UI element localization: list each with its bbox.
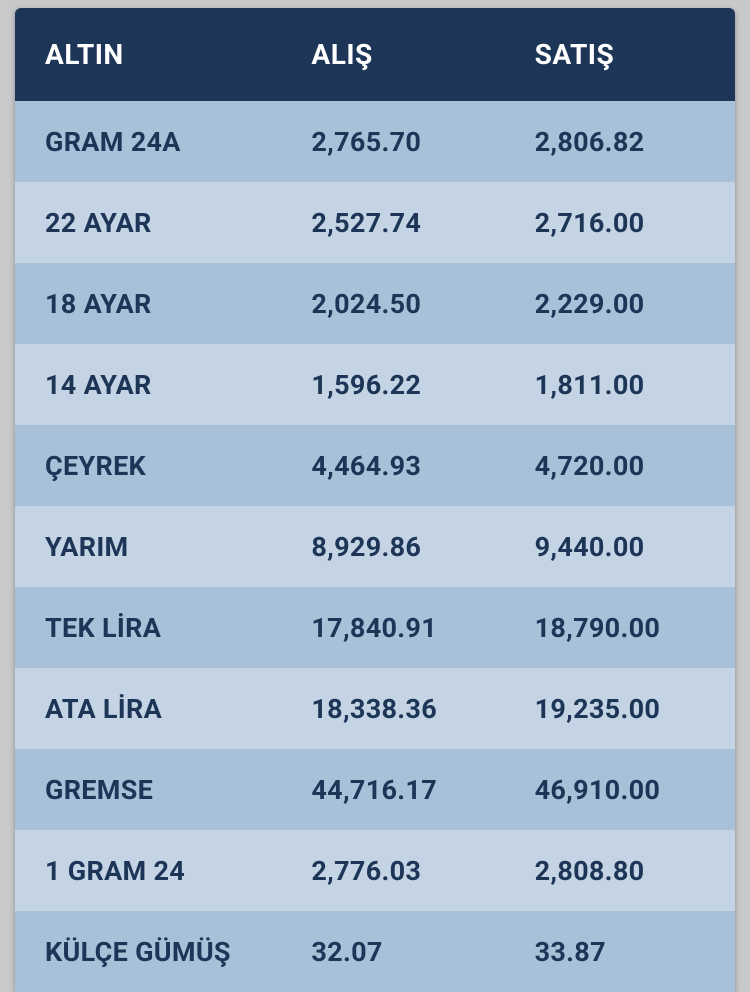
- cell-sell: 1,811.00: [505, 344, 735, 425]
- cell-name: 18 AYAR: [15, 263, 281, 344]
- table-row: YARIM 8,929.86 9,440.00: [15, 506, 735, 587]
- cell-buy: 2,765.70: [281, 101, 504, 182]
- cell-sell: 33.87: [505, 911, 735, 992]
- gold-price-table: ALTIN ALIŞ SATIŞ GRAM 24A 2,765.70 2,806…: [15, 8, 735, 992]
- cell-sell: 2,806.82: [505, 101, 735, 182]
- header-row: ALTIN ALIŞ SATIŞ: [15, 8, 735, 101]
- cell-sell: 19,235.00: [505, 668, 735, 749]
- table-row: ATA LİRA 18,338.36 19,235.00: [15, 668, 735, 749]
- table-row: 22 AYAR 2,527.74 2,716.00: [15, 182, 735, 263]
- cell-name: ÇEYREK: [15, 425, 281, 506]
- cell-sell: 9,440.00: [505, 506, 735, 587]
- table-header: ALTIN ALIŞ SATIŞ: [15, 8, 735, 101]
- cell-buy: 17,840.91: [281, 587, 504, 668]
- cell-name: 14 AYAR: [15, 344, 281, 425]
- cell-buy: 2,776.03: [281, 830, 504, 911]
- cell-sell: 2,808.80: [505, 830, 735, 911]
- col-header-buy: ALIŞ: [281, 8, 504, 101]
- cell-name: 22 AYAR: [15, 182, 281, 263]
- table-body: GRAM 24A 2,765.70 2,806.82 22 AYAR 2,527…: [15, 101, 735, 992]
- cell-buy: 2,527.74: [281, 182, 504, 263]
- col-header-name: ALTIN: [15, 8, 281, 101]
- cell-sell: 4,720.00: [505, 425, 735, 506]
- table-row: 14 AYAR 1,596.22 1,811.00: [15, 344, 735, 425]
- cell-buy: 8,929.86: [281, 506, 504, 587]
- cell-buy: 4,464.93: [281, 425, 504, 506]
- table-row: TEK LİRA 17,840.91 18,790.00: [15, 587, 735, 668]
- cell-sell: 2,229.00: [505, 263, 735, 344]
- col-header-sell: SATIŞ: [505, 8, 735, 101]
- table-row: GRAM 24A 2,765.70 2,806.82: [15, 101, 735, 182]
- cell-name: GRAM 24A: [15, 101, 281, 182]
- table-row: 1 GRAM 24 2,776.03 2,808.80: [15, 830, 735, 911]
- cell-buy: 18,338.36: [281, 668, 504, 749]
- table-row: GREMSE 44,716.17 46,910.00: [15, 749, 735, 830]
- cell-name: TEK LİRA: [15, 587, 281, 668]
- table-row: ÇEYREK 4,464.93 4,720.00: [15, 425, 735, 506]
- cell-sell: 46,910.00: [505, 749, 735, 830]
- cell-name: 1 GRAM 24: [15, 830, 281, 911]
- cell-buy: 44,716.17: [281, 749, 504, 830]
- cell-buy: 1,596.22: [281, 344, 504, 425]
- cell-buy: 32.07: [281, 911, 504, 992]
- cell-name: ATA LİRA: [15, 668, 281, 749]
- cell-name: GREMSE: [15, 749, 281, 830]
- table-row: KÜLÇE GÜMÜŞ 32.07 33.87: [15, 911, 735, 992]
- cell-name: YARIM: [15, 506, 281, 587]
- cell-sell: 18,790.00: [505, 587, 735, 668]
- table-row: 18 AYAR 2,024.50 2,229.00: [15, 263, 735, 344]
- cell-sell: 2,716.00: [505, 182, 735, 263]
- cell-name: KÜLÇE GÜMÜŞ: [15, 911, 281, 992]
- cell-buy: 2,024.50: [281, 263, 504, 344]
